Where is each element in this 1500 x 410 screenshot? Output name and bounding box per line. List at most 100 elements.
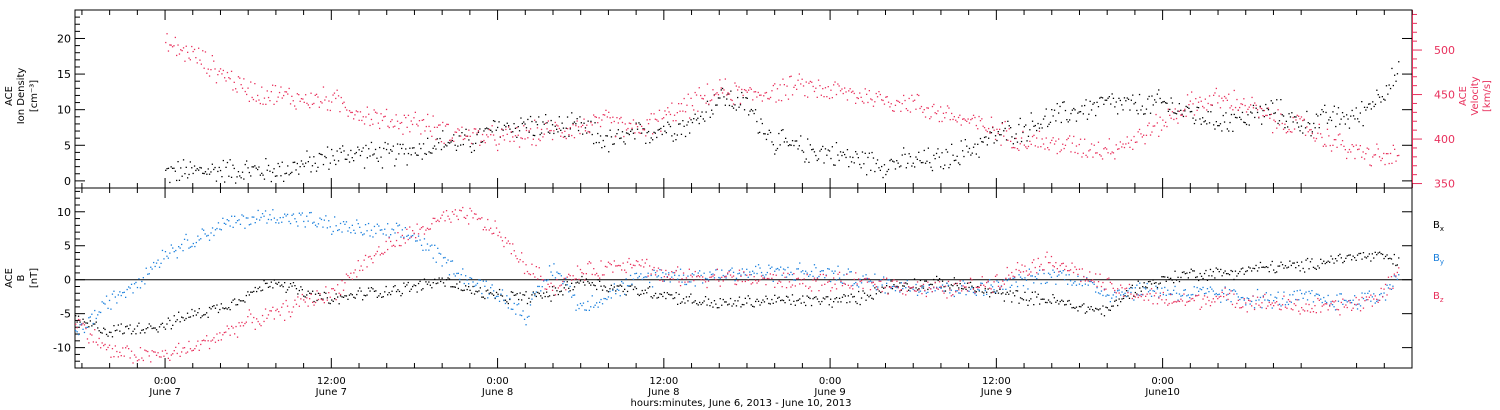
velocity-point [918, 94, 920, 97]
velocity-point [384, 115, 386, 117]
by-point [887, 279, 889, 281]
velocity-point [421, 119, 423, 121]
bz-point [956, 282, 958, 285]
density-point [1307, 122, 1309, 124]
density-point [711, 109, 713, 111]
by-point [1236, 293, 1238, 295]
velocity-point [313, 102, 315, 105]
density-point [678, 123, 680, 125]
bz-point [213, 337, 215, 339]
bz-point [903, 282, 905, 284]
bx-point [172, 324, 174, 326]
bx-point [359, 287, 361, 289]
bz-point [264, 308, 267, 310]
by-point [320, 218, 323, 221]
density-point [357, 146, 359, 148]
velocity-point [937, 110, 939, 112]
velocity-point [402, 133, 404, 135]
bz-point [816, 278, 819, 280]
by-point [1224, 286, 1226, 288]
by-point [323, 219, 325, 221]
velocity-point [837, 83, 839, 85]
bz-point [1355, 296, 1357, 299]
by-point [1362, 297, 1365, 300]
bz-point [234, 333, 236, 335]
bz-point [275, 309, 277, 312]
by-point [719, 277, 721, 279]
bz-point [710, 276, 713, 278]
bx-point [538, 292, 540, 295]
bz-point [1097, 281, 1100, 283]
bz-point [1140, 295, 1142, 298]
density-point [706, 100, 709, 102]
density-point [1254, 116, 1256, 119]
bx-point [994, 292, 997, 294]
velocity-point [1318, 123, 1320, 125]
density-point [631, 129, 633, 131]
velocity-point [1048, 149, 1050, 151]
velocity-point [695, 94, 698, 96]
by-point [806, 272, 808, 274]
bz-point [1120, 284, 1122, 286]
bz-point [619, 265, 621, 267]
bz-point [398, 244, 401, 247]
bz-point [913, 290, 916, 292]
velocity-point [931, 105, 934, 108]
bx-point [1162, 276, 1164, 278]
density-point [962, 150, 964, 152]
density-point [387, 143, 389, 145]
bx-point [565, 284, 567, 286]
density-point [952, 154, 954, 156]
by-point [97, 314, 99, 316]
bz-point [200, 343, 202, 346]
density-point [886, 170, 888, 173]
density-point [775, 149, 777, 151]
velocity-point [365, 116, 367, 118]
density-point [853, 162, 855, 164]
velocity-point [709, 100, 711, 102]
bz-point [450, 221, 452, 223]
density-point [606, 135, 608, 137]
bz-point [210, 340, 212, 342]
bx-point [937, 279, 939, 282]
bx-point [784, 302, 786, 304]
velocity-point [672, 120, 674, 122]
bz-point [1153, 295, 1156, 297]
density-point [337, 160, 340, 162]
velocity-point [1392, 144, 1394, 146]
bz-point [203, 339, 205, 341]
by-point [850, 271, 852, 273]
velocity-point [831, 97, 833, 99]
velocity-point [1389, 152, 1392, 155]
bx-point [640, 293, 642, 295]
bz-point [266, 317, 268, 319]
velocity-point [1178, 110, 1180, 112]
bx-point [821, 300, 823, 303]
density-point [181, 175, 183, 177]
bz-point [493, 232, 495, 234]
by-point [278, 222, 280, 224]
by-point [1046, 281, 1048, 284]
density-point [359, 154, 362, 157]
by-point [980, 282, 982, 284]
bz-point [975, 286, 977, 288]
bx-point [301, 289, 303, 291]
velocity-point [510, 131, 512, 133]
density-point [564, 135, 566, 138]
velocity-point [1245, 111, 1248, 113]
bz-point [916, 281, 919, 283]
by-point [682, 274, 685, 276]
by-point [1164, 286, 1166, 289]
velocity-point [1184, 108, 1186, 110]
density-point [1218, 125, 1220, 127]
bx-point [1025, 299, 1028, 301]
density-point [839, 151, 842, 153]
bx-point [675, 292, 677, 294]
bz-point [350, 272, 352, 274]
density-point [310, 171, 312, 173]
by-point [927, 291, 929, 293]
bx-point [803, 301, 805, 304]
by-point [494, 297, 496, 299]
by-point [616, 288, 618, 290]
